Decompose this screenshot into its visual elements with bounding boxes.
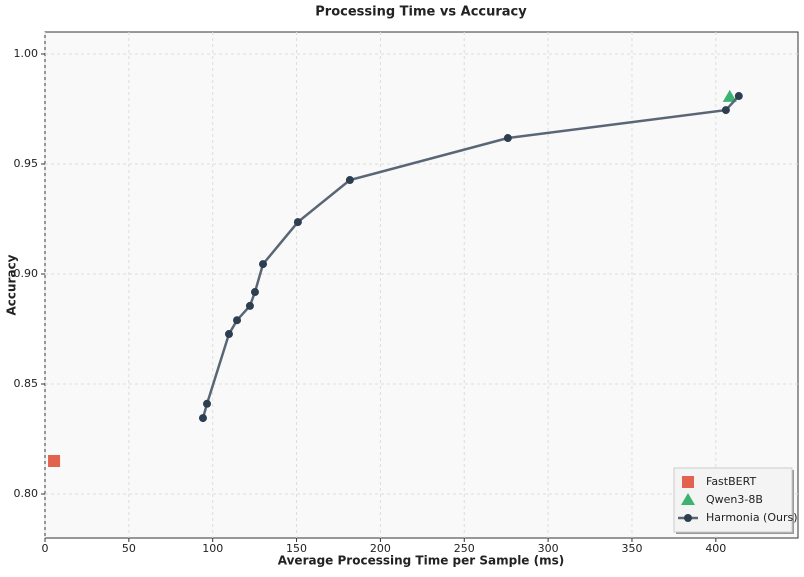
marker bbox=[48, 455, 61, 467]
marker bbox=[682, 476, 694, 488]
marker bbox=[233, 316, 242, 325]
marker bbox=[684, 514, 692, 522]
x-tick-label: 0 bbox=[42, 542, 49, 555]
y-axis-label: Accuracy bbox=[5, 254, 19, 315]
x-tick-label: 50 bbox=[122, 542, 136, 555]
y-tick-label: 1.00 bbox=[14, 47, 39, 60]
chart-title: Processing Time vs Accuracy bbox=[315, 5, 527, 20]
marker bbox=[259, 260, 268, 269]
marker bbox=[681, 493, 695, 505]
legend-label: Harmonia (Ours) bbox=[706, 511, 798, 524]
marker bbox=[250, 288, 259, 297]
marker bbox=[734, 92, 743, 101]
y-tick-label: 0.85 bbox=[14, 377, 39, 390]
plot-area bbox=[44, 31, 799, 539]
y-tick-label: 0.95 bbox=[14, 157, 39, 170]
x-axis-label: Average Processing Time per Sample (ms) bbox=[278, 554, 564, 568]
series-line bbox=[201, 95, 740, 419]
marker bbox=[245, 301, 254, 310]
marker bbox=[503, 134, 512, 143]
x-tick-label: 100 bbox=[202, 542, 223, 555]
legend-label: Qwen3-8B bbox=[706, 493, 763, 506]
marker bbox=[198, 414, 207, 423]
marker bbox=[721, 106, 730, 115]
x-tick-label: 400 bbox=[705, 542, 726, 555]
marker bbox=[224, 330, 233, 339]
legend-label: FastBERT bbox=[706, 475, 756, 488]
marker bbox=[722, 89, 737, 102]
y-tick-label: 0.90 bbox=[14, 267, 39, 280]
x-tick-label: 200 bbox=[370, 542, 391, 555]
x-tick-label: 250 bbox=[454, 542, 475, 555]
marker bbox=[293, 218, 302, 227]
marker bbox=[345, 176, 354, 185]
marker bbox=[203, 399, 212, 408]
x-tick-label: 150 bbox=[286, 542, 307, 555]
y-tick-label: 0.80 bbox=[14, 487, 39, 500]
x-tick-label: 350 bbox=[621, 542, 642, 555]
x-tick-label: 300 bbox=[538, 542, 559, 555]
